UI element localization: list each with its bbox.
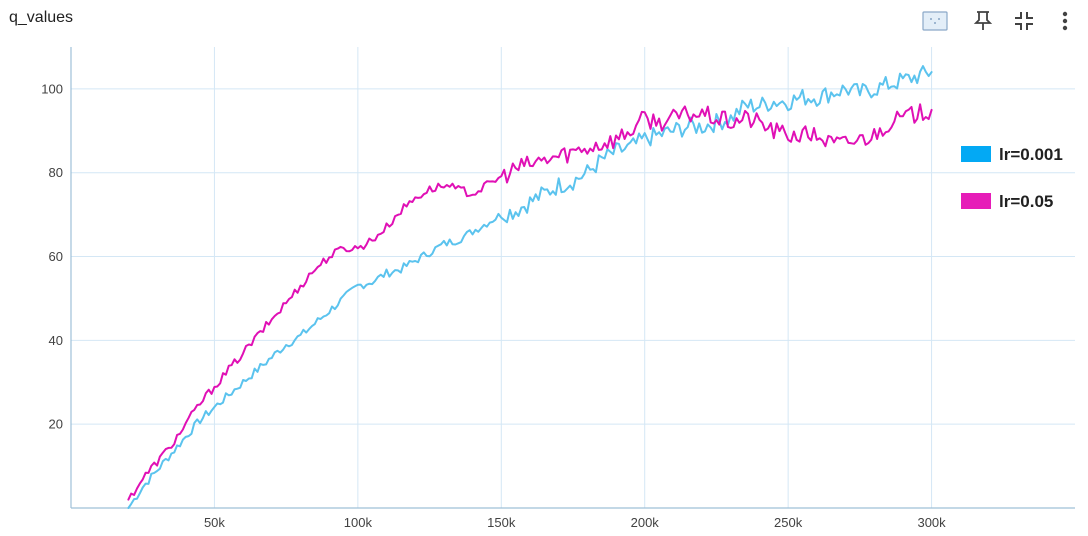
collapse-icon <box>1015 12 1033 30</box>
pin-button[interactable] <box>968 6 998 36</box>
y-tick-label: 40 <box>49 333 63 348</box>
x-tick-label: 100k <box>344 515 373 530</box>
y-tick-label: 60 <box>49 249 63 264</box>
pin-icon <box>973 11 993 30</box>
chart-title: q_values <box>9 9 74 26</box>
y-tick-label: 20 <box>49 417 63 432</box>
fit-domain-button[interactable] <box>920 6 950 36</box>
fit-domain-icon <box>922 11 948 31</box>
legend-label: lr=0.05 <box>999 192 1053 211</box>
series-line-2[interactable] <box>127 103 933 501</box>
more-options-button[interactable] <box>1050 6 1080 36</box>
axes: 50k 100k 150k 200k 250k 300k 20 40 60 80 100 <box>41 47 1075 530</box>
x-tick-label: 200k <box>631 515 660 530</box>
chart-toolbar <box>920 6 1080 36</box>
collapse-button[interactable] <box>1009 6 1039 36</box>
series-line-1[interactable] <box>127 65 933 509</box>
legend: lr=0.001 lr=0.05 <box>961 145 1063 211</box>
more-vert-icon <box>1062 11 1068 31</box>
legend-label: lr=0.001 <box>999 145 1063 164</box>
y-tick-label: 80 <box>49 165 63 180</box>
legend-swatch <box>961 193 991 209</box>
x-tick-label: 250k <box>774 515 803 530</box>
legend-swatch <box>961 146 991 162</box>
x-tick-label: 150k <box>487 515 516 530</box>
x-tick-label: 300k <box>917 515 946 530</box>
y-tick-label: 100 <box>41 81 63 96</box>
grid <box>71 47 1075 508</box>
series-group <box>127 65 933 509</box>
x-tick-label: 50k <box>204 515 225 530</box>
